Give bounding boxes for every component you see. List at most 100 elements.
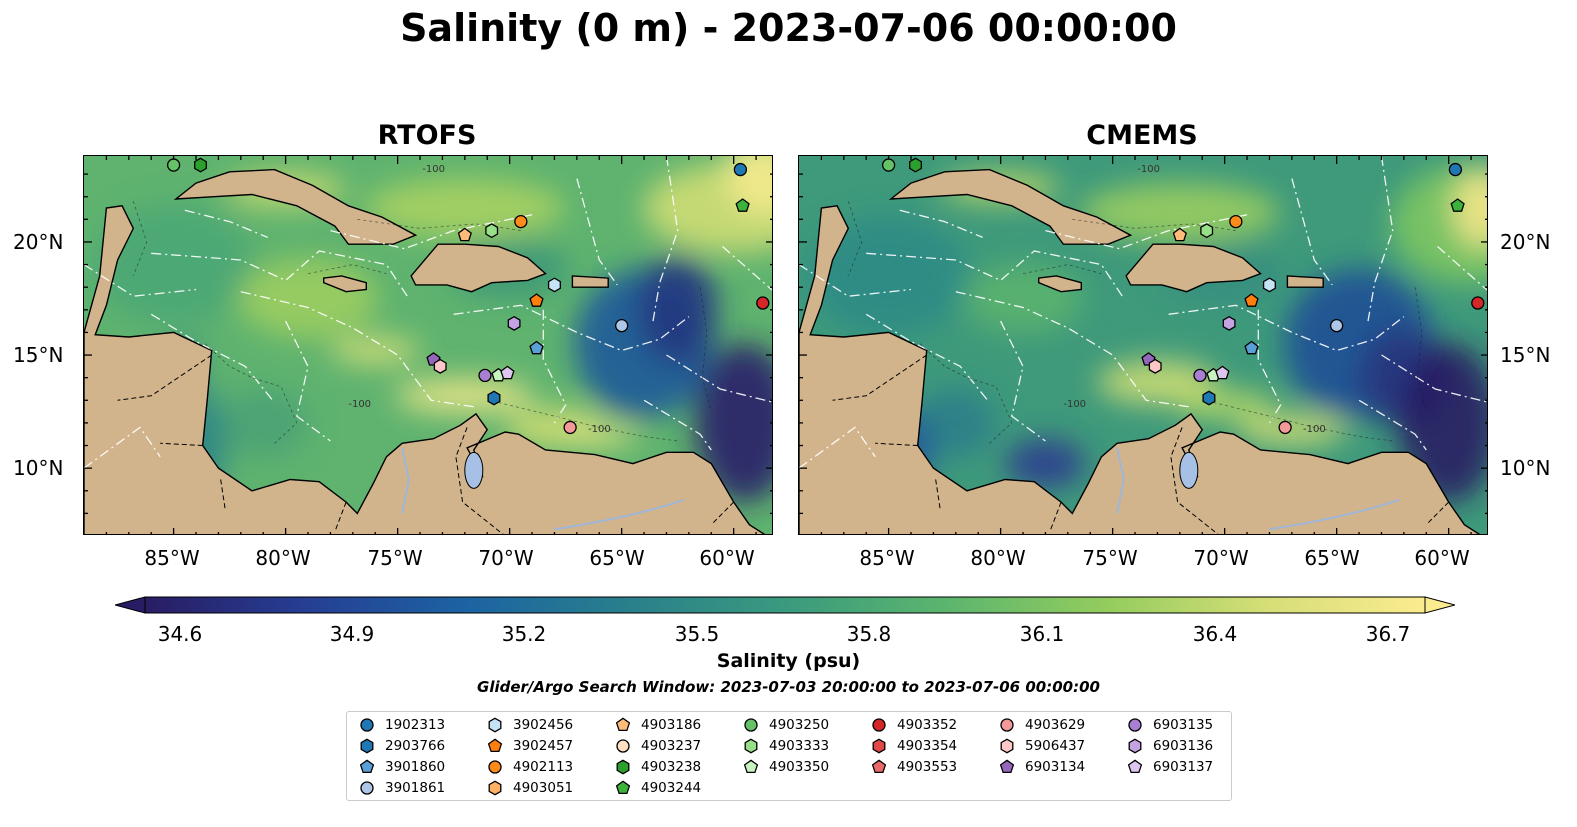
float-marker-6903137[interactable]: [1215, 365, 1230, 380]
float-marker-4903352[interactable]: [756, 296, 770, 310]
x-tick-85w: 85°W: [144, 546, 200, 570]
legend-label: 3901861: [385, 779, 446, 796]
landmass-jamaica: [322, 275, 367, 293]
legend-label: 4903352: [897, 716, 958, 733]
land-masses: [84, 168, 766, 534]
x-tick-60w: 60°W: [1414, 546, 1470, 570]
legend-marker-hexagon-icon: [872, 738, 886, 753]
colorbar-label: Salinity (psu): [716, 650, 861, 672]
legend-label: 4903629: [1025, 716, 1086, 733]
y-tick-left-20n: 20°N: [13, 230, 64, 254]
legend-label: 6903137: [1153, 758, 1214, 775]
colorbar-max-extend: [1424, 596, 1455, 614]
float-marker-4903352[interactable]: [1471, 296, 1485, 310]
x-tick-65w: 65°W: [589, 546, 645, 570]
float-marker-4903238[interactable]: [194, 157, 207, 173]
colorbar-gradient: [144, 596, 1426, 614]
eez-boundaries: [799, 156, 1487, 469]
landmass-puertorico: [1286, 275, 1324, 288]
float-marker-3901861[interactable]: [1330, 318, 1344, 333]
legend-item: 4903238: [615, 756, 701, 777]
lake-maracaibo: [1179, 451, 1199, 489]
float-marker-1902313[interactable]: [1448, 162, 1463, 177]
landmass-puertorico: [571, 275, 609, 288]
float-marker-6903136[interactable]: [507, 315, 521, 331]
legend-label: 4903354: [897, 737, 958, 754]
float-marker-6903135[interactable]: [478, 368, 492, 383]
legend-item: 4903237: [615, 735, 701, 756]
float-marker-5906437[interactable]: [433, 358, 447, 374]
float-marker-3901861[interactable]: [615, 318, 629, 333]
legend-marker-hexagon-icon: [1000, 738, 1014, 753]
legend-item: 3902457: [487, 735, 573, 756]
contour-label: -100: [422, 164, 445, 175]
float-marker-5906437[interactable]: [1148, 358, 1162, 374]
y-tick-left-15n: 15°N: [13, 343, 64, 367]
legend-item: 4903333: [743, 735, 829, 756]
float-marker-4903250[interactable]: [881, 158, 896, 172]
legend-marker-hexagon-icon: [488, 717, 502, 732]
float-marker-3902456[interactable]: [1262, 277, 1276, 293]
legend-label: 4903553: [897, 758, 958, 775]
eez-boundaries: [84, 156, 772, 469]
river: [401, 447, 410, 514]
legend-item: 4903186: [615, 714, 701, 735]
river: [1269, 498, 1400, 531]
legend-marker-pentagon-icon: [999, 758, 1015, 773]
float-marker-3902457[interactable]: [529, 293, 544, 307]
float-marker-3901860[interactable]: [1244, 340, 1259, 355]
legend-item: 4903629: [999, 714, 1085, 735]
legend-item: 6903135: [1127, 714, 1213, 735]
contour-label: -100: [1137, 164, 1160, 175]
float-marker-4903244[interactable]: [735, 198, 750, 212]
float-marker-4903238[interactable]: [909, 157, 922, 173]
x-tick-80w: 80°W: [255, 546, 311, 570]
legend-item: 6903134: [999, 756, 1085, 777]
float-marker-2903766[interactable]: [1202, 390, 1216, 406]
float-marker-4902113[interactable]: [1229, 214, 1243, 229]
legend-label: 4903051: [513, 779, 574, 796]
legend-marker-hexagon-icon: [360, 738, 374, 753]
cmems-salinity-map[interactable]: -100 -100 -100: [798, 155, 1488, 535]
colorbar-tick: 34.9: [329, 622, 375, 646]
float-marker-6903137[interactable]: [500, 365, 515, 380]
search-window-caption: Glider/Argo Search Window: 2023-07-03 20…: [477, 678, 1100, 696]
float-marker-2903766[interactable]: [487, 390, 501, 406]
float-marker-6903136[interactable]: [1222, 315, 1236, 331]
landmass-jamaica: [1037, 275, 1082, 293]
float-marker-4903186[interactable]: [1172, 227, 1187, 242]
float-marker-3902456[interactable]: [547, 277, 561, 293]
landmass-central: [799, 205, 1481, 534]
float-marker-4903333[interactable]: [485, 223, 499, 239]
rtofs-salinity-map[interactable]: -100 -100 -100: [83, 155, 773, 535]
float-marker-1902313[interactable]: [733, 162, 748, 177]
legend-label: 4903238: [641, 758, 702, 775]
colorbar-tick: 35.5: [674, 622, 720, 646]
bathymetry-contours: [132, 201, 712, 446]
legend-marker-circle-icon: [360, 717, 374, 732]
legend-item: 3901861: [359, 777, 445, 798]
float-marker-3901860[interactable]: [529, 340, 544, 355]
float-marker-4903629[interactable]: [563, 420, 577, 435]
float-marker-6903135[interactable]: [1193, 368, 1207, 383]
y-tick-left-10n: 10°N: [13, 456, 64, 480]
country-borders: [832, 354, 1450, 534]
float-marker-4903333[interactable]: [1200, 223, 1214, 239]
float-marker-4903186[interactable]: [457, 227, 472, 242]
landmass-cuba: [173, 168, 418, 245]
legend-item: 4903244: [615, 777, 701, 798]
legend-marker-pentagon-icon: [871, 758, 887, 773]
map-frame-ticks: [84, 156, 772, 534]
legend-marker-hexagon-icon: [744, 738, 758, 753]
legend-marker-pentagon-icon: [743, 758, 759, 773]
legend-marker-hexagon-icon: [488, 780, 502, 795]
float-marker-3902457[interactable]: [1244, 293, 1259, 307]
float-marker-4902113[interactable]: [514, 214, 528, 229]
float-marker-4903250[interactable]: [166, 158, 181, 172]
legend-label: 3902456: [513, 716, 574, 733]
legend-marker-circle-icon: [360, 780, 374, 795]
legend-label: 4903350: [769, 758, 830, 775]
contour-label: -100: [348, 399, 371, 410]
float-marker-4903244[interactable]: [1450, 198, 1465, 212]
float-marker-4903629[interactable]: [1278, 420, 1292, 435]
